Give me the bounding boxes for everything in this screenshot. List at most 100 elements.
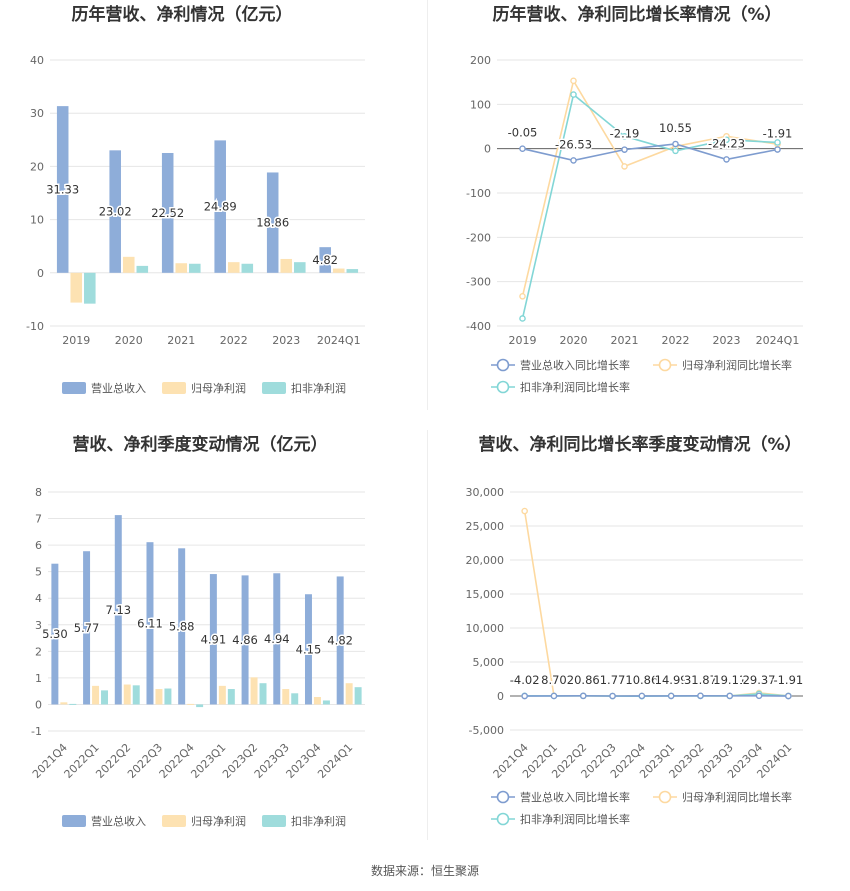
annual-growth-point-2 [570,91,577,98]
quarterly-growth-point-0 [638,692,646,700]
annual-growth-ytick-label: -100 [466,187,491,200]
annual-amount-xtick-label: 2022 [220,334,248,347]
quarterly-growth-legend-label: 归母净利润同比增长率 [682,790,792,804]
quarterly-growth-ytick-label: 30,000 [466,486,505,499]
chart-quarterly-growth-svg: 营收、净利同比增长率季度变动情况（%） -5,000 0 5,000 10,000 15,… [466,434,805,826]
quarterly-growth-title: 营收、净利同比增长率季度变动情况（%） [478,434,801,455]
chart-quarterly-amount: 营收、净利季度变动情况（亿元） -1 0 1 2 3 4 5 6 7 8 2021Q4 2022Q1 20… [0,430,425,850]
annual-growth-data-label: -26.53 [555,137,592,151]
annual-amount-ytick-label: -10 [26,320,44,333]
quarterly-growth-data-label: 14.99 [655,673,688,687]
quarterly-amount-bar-0 [304,594,312,705]
quarterly-amount-bar-2 [196,704,204,708]
annual-growth-ytick-label: 200 [470,54,491,67]
quarterly-growth-ytick-label: 25,000 [466,520,505,533]
annual-amount-bar-0 [214,140,226,273]
annual-amount-legend-swatch-2 [262,382,286,394]
annual-growth-legend-marker-0 [496,358,510,372]
annual-growth-series-line-0 [522,143,778,162]
quarterly-growth-ytick-label: 15,000 [466,588,505,601]
annual-amount-bar-0 [56,106,69,273]
divider-bottom [427,430,428,840]
chart-quarterly-growth: 营收、净利同比增长率季度变动情况（%） -5,000 0 5,000 10,000 15,… [425,430,850,850]
divider-top [427,0,428,410]
annual-growth-series-line-1 [521,78,778,297]
annual-amount-ytick-label: 30 [30,107,44,120]
annual-growth-legend-label: 扣非净利润同比增长率 [520,380,630,394]
annual-amount-bar-2 [136,265,149,273]
quarterly-amount-ytick-label: 2 [35,645,42,658]
chart-annual-amount-svg: 历年营收、净利情况（亿元） -10 0 10 20 30 40 2019 2020 2021 202… [26,4,365,395]
annual-growth-ytick-label: 100 [470,98,491,111]
quarterly-growth-data-label: 1.77 [600,673,626,687]
annual-amount-bar-2 [241,263,254,273]
annual-amount-legend-swatch-0 [62,382,86,394]
quarterly-amount-legend-label: 扣非净利润 [291,814,346,828]
quarterly-amount-ytick-label: 0 [35,698,42,711]
quarterly-amount-legend-swatch-2 [262,815,286,827]
quarterly-growth-point-0 [726,692,734,700]
quarterly-growth-point-0 [755,692,763,700]
annual-growth-ytick-label: -400 [466,320,491,333]
quarterly-growth-point-1 [521,507,528,515]
chart-annual-growth: 历年营收、净利同比增长率情况（%） -400 -300 -200 -100 0 100 200… [425,0,850,410]
quarterly-amount-data-label: 7.13 [105,603,131,617]
quarterly-amount-bar-2 [322,700,330,705]
annual-amount-bar-1 [122,256,135,273]
quarterly-amount-bar-0 [178,548,186,705]
annual-amount-bar-2 [189,263,201,273]
quarterly-growth-data-label: 8.70 [541,673,567,687]
annual-amount-bar-1 [227,262,240,273]
annual-growth-xtick-label: 2022 [662,334,690,347]
quarterly-amount-data-label: 4.94 [264,632,290,646]
annual-growth-title: 历年营收、净利同比增长率情况（%） [492,4,781,25]
annual-growth-point-2 [672,147,679,155]
annual-growth-xtick-label: 2023 [713,334,741,347]
quarterly-growth-ytick-label: -5,000 [469,724,504,737]
annual-growth-data-label: -2.19 [610,127,640,141]
annual-growth-point-0 [774,146,781,153]
annual-amount-legend-swatch-1 [162,382,186,394]
annual-amount-legend-label: 营业总收入 [91,381,146,395]
annual-amount-data-label: 4.82 [312,253,338,267]
quarterly-growth-legend-marker-0 [496,790,510,804]
quarterly-amount-data-label: 5.88 [169,619,195,633]
annual-growth-xtick-label: 2020 [560,334,588,347]
quarterly-amount-bar-0 [83,551,91,705]
quarterly-amount-bar-1 [345,683,353,705]
quarterly-amount-ytick-label: -1 [31,725,42,738]
quarterly-growth-point-0 [785,692,792,700]
annual-growth-data-label: -1.91 [763,127,793,141]
annual-growth-point-0 [519,145,526,152]
annual-amount-bar-2 [84,272,96,304]
quarterly-growth-ytick-label: 10,000 [466,622,505,635]
quarterly-amount-legend-swatch-1 [162,815,186,827]
chart-annual-amount: 历年营收、净利情况（亿元） -10 0 10 20 30 40 2019 2020 2021 202… [0,0,425,410]
annual-growth-ytick-label: -200 [466,231,491,244]
quarterly-amount-bar-2 [164,688,172,705]
quarterly-amount-ytick-label: 8 [35,486,42,499]
chart-annual-growth-svg: 历年营收、净利同比增长率情况（%） -400 -300 -200 -100 0 100 200… [466,4,803,394]
annual-amount-bar-0 [161,152,174,273]
quarterly-growth-point-0 [609,692,616,700]
annual-growth-point-2 [774,139,781,146]
quarterly-amount-bar-1 [123,684,131,705]
quarterly-growth-ytick-label: 20,000 [466,554,505,567]
annual-amount-xtick-label: 2019 [62,334,90,347]
quarterly-amount-data-label: 5.30 [42,627,68,641]
quarterly-amount-bar-1 [155,689,163,705]
annual-growth-series-line-2 [521,93,778,319]
quarterly-growth-series-line-1 [523,510,789,697]
annual-amount-bar-1 [332,268,345,273]
quarterly-growth-data-label: 29.37 [743,673,776,687]
annual-amount-bar-2 [346,269,359,273]
quarterly-amount-ytick-label: 7 [35,513,42,526]
annual-amount-xtick-label: 2020 [115,334,143,347]
annual-amount-ytick-label: 10 [30,214,44,227]
quarterly-amount-legend-swatch-0 [62,815,86,827]
quarterly-amount-bar-2 [291,693,299,705]
annual-growth-legend-marker-1 [658,358,672,372]
quarterly-amount-bar-1 [92,685,100,705]
quarterly-growth-data-label: -1.91 [773,673,803,687]
quarterly-amount-title: 营收、净利季度变动情况（亿元） [73,434,328,455]
